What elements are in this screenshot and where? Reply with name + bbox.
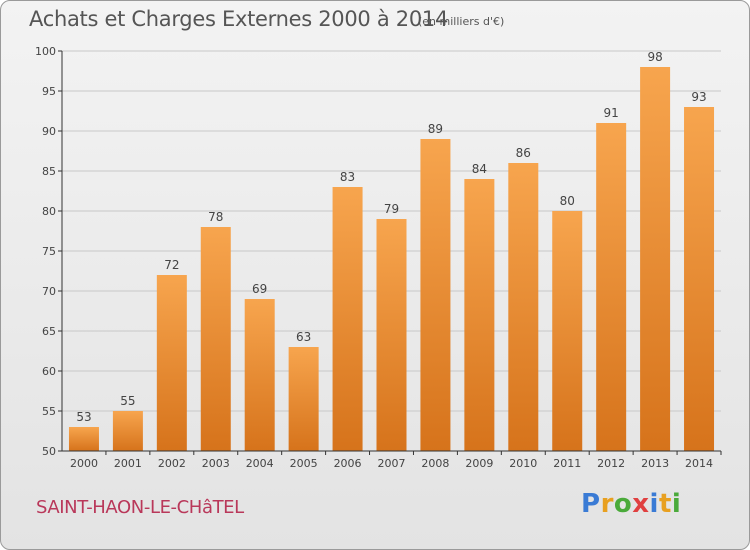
y-tick-label: 50 [42,445,56,458]
bar [200,227,231,451]
x-tick-label: 2002 [158,457,186,470]
x-tick-label: 2001 [114,457,142,470]
y-tick-label: 65 [42,325,56,338]
x-tick-label: 2012 [597,457,625,470]
bar-value-label: 72 [164,258,179,272]
x-tick-label: 2014 [685,457,713,470]
logo-letter: o [613,489,633,519]
chart-title: Achats et Charges Externes 2000 à 2014 [29,7,449,31]
x-tick-label: 2006 [334,457,362,470]
y-tick-label: 100 [35,45,56,58]
x-tick-label: 2003 [202,457,230,470]
bar [376,219,407,451]
x-tick-label: 2009 [465,457,493,470]
bar-value-label: 78 [208,210,223,224]
bar [684,107,715,451]
y-tick-label: 95 [42,85,56,98]
bar [156,275,187,451]
bars: 53 55 72 78 69 63 83 79 89 84 86 80 91 98 93 [68,50,715,451]
logo-letter: i [649,489,659,519]
y-tick-label: 90 [42,125,56,138]
bar [508,163,539,451]
bar-value-label: 80 [560,194,575,208]
bar [420,139,451,451]
bar-value-label: 98 [647,50,662,64]
y-tick-label: 60 [42,365,56,378]
bar [596,123,627,451]
axes: 50 55 60 65 70 75 80 85 90 95 100 2000 2001 2002 2003 2… [35,45,722,470]
bar-value-label: 79 [384,202,399,216]
bar [552,211,583,451]
bar-value-label: 91 [604,106,619,120]
commune-name: SAINT-HAON-LE-CHâTEL [36,497,244,518]
x-tick-label: 2000 [70,457,98,470]
bar-value-label: 83 [340,170,355,184]
x-tick-label: 2005 [290,457,318,470]
x-tick-label: 2010 [509,457,537,470]
logo-letter: P [581,489,601,519]
bar [244,299,275,451]
proxiti-logo: Proxiti [581,489,681,519]
y-tick-label: 55 [42,405,56,418]
bar-value-label: 69 [252,282,267,296]
logo-letter: i [671,489,682,519]
y-tick-label: 85 [42,165,56,178]
bar [332,187,363,451]
bar [112,411,143,451]
logo-letter: t [658,489,672,519]
bar [288,347,319,451]
bar-value-label: 84 [472,162,487,176]
logo-letter: r [600,489,614,519]
bar [68,427,99,451]
bar-value-label: 55 [120,394,135,408]
bar [640,67,671,451]
bar-value-label: 89 [428,122,443,136]
bar [464,179,495,451]
y-tick-label: 75 [42,245,56,258]
bar-value-label: 53 [76,410,91,424]
y-tick-label: 80 [42,205,56,218]
x-tick-label: 2008 [421,457,449,470]
chart-units: (en milliers d'€) [418,15,505,28]
logo-letter: x [632,489,650,519]
x-tick-label: 2007 [378,457,406,470]
bar-value-label: 93 [691,90,706,104]
x-tick-label: 2013 [641,457,669,470]
x-tick-label: 2011 [553,457,581,470]
y-tick-label: 70 [42,285,56,298]
bar-value-label: 63 [296,330,311,344]
x-tick-label: 2004 [246,457,274,470]
bar-value-label: 86 [516,146,531,160]
